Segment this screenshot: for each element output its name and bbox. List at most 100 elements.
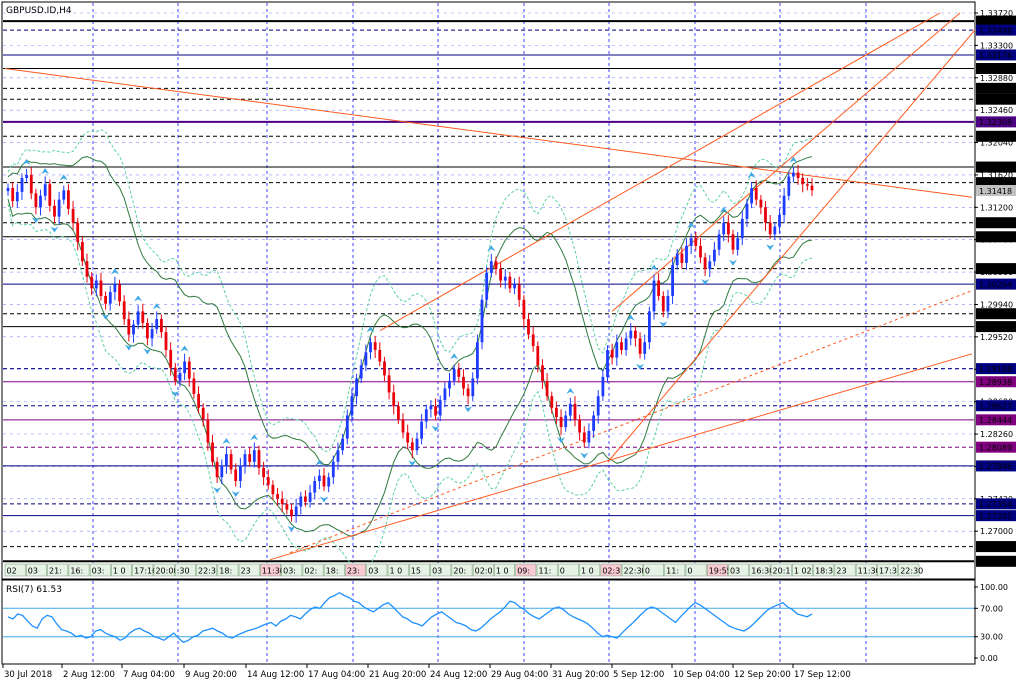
candle-body [160,319,163,333]
rsi-tick-label: 0.00 [980,654,998,663]
candle-body [178,373,182,381]
price-label-box [976,93,1016,105]
candle-body [187,361,191,379]
fractal-up-arrow [59,174,68,181]
price-label-box [976,498,1016,510]
candle-body [234,469,238,482]
price-label-box [976,321,1016,333]
session-label-text: 0 [560,567,565,576]
candle-body [183,361,186,374]
candle-body [448,380,451,389]
price-label-box [976,63,1016,75]
date-tick-label: 5 Sep 12:00 [613,670,664,680]
session-label-text: 22:30 [624,567,647,576]
session-label-box [472,563,494,577]
candle-body [494,261,498,269]
candle-body [564,415,568,428]
fractal-down-arrow [320,496,329,503]
price-label-text: 1.30204 [979,280,1012,289]
candle-body [717,234,721,250]
candle-body [499,269,502,281]
price-label-box [976,363,1016,375]
candle-body [796,172,800,178]
fractal-down-arrow [766,244,775,251]
price-label-text: 1.31000 [979,219,1012,228]
candle-body [578,419,581,433]
candle-body [731,234,735,250]
session-label-box [834,563,856,577]
fractal-up-arrow [566,387,575,394]
candle-body [657,280,660,296]
bollinger-bands [7,128,813,570]
candle-body [327,477,331,487]
fractal-down-arrow [580,452,589,459]
session-label-box [111,563,132,577]
session-label-text: 0 [687,567,692,576]
price-label-box [976,308,1016,320]
candle-body [71,208,75,223]
candle-body [462,376,465,389]
fractal-down-arrow [728,259,737,266]
candle-body [290,509,293,516]
candle-body [471,378,475,397]
fractal-up-arrow [687,222,696,229]
candle-body [801,178,805,185]
channel-upper-2 [611,12,961,312]
candle-body [322,475,326,487]
session-label-text: 18: [219,567,232,576]
candle-body [536,346,540,366]
session-label-text: 23: [347,567,360,576]
fractal-down-arrow [171,390,180,397]
session-label-box [643,563,664,577]
price-tick-label: 1.33720 [980,9,1013,18]
date-tick-label: 12 Sep 20:00 [734,670,791,680]
session-label-box [749,563,771,577]
session-label-box [153,563,175,577]
candle-body [118,284,121,302]
session-label-box [728,563,750,577]
price-label-text: 1.33176 [979,51,1012,60]
fractal-up-arrow [487,245,496,252]
price-tick-label: 1.28260 [980,430,1013,439]
candle-body [545,380,549,397]
candle-body [308,492,312,502]
session-label-box [217,563,239,577]
candle-body [778,215,781,227]
candle-body [443,388,447,401]
horizontal-price-lines [3,20,974,563]
fractal-down-arrow [408,460,417,467]
session-label-box [260,563,281,577]
candle-body [122,301,126,320]
session-label-text: 03 [730,567,740,576]
date-tick-label: 17 Aug 04:00 [308,670,365,680]
fractal-down-arrow [636,363,645,370]
fractal-down-arrow [701,278,710,285]
outer-upper-band [7,128,813,452]
candle-body [420,421,423,439]
session-label-text: 16:30 [751,567,774,576]
price-label-text: 1.28089 [979,443,1012,452]
fractal-up-arrow [41,168,50,175]
candle-body [754,188,758,200]
session-label-box [174,563,196,577]
price-label-text: 1.29108 [979,365,1012,374]
session-label-box [366,563,388,577]
rsi-title: RSI(7) 61.53 [6,585,62,595]
session-label-box [621,563,643,577]
candle-body [601,376,605,397]
price-label-text: 1.31722 [979,163,1012,172]
candle-body [285,504,289,510]
session-label-text: 18: [326,567,339,576]
candle-body [596,396,600,416]
price-pane-frame [1,1,976,580]
date-tick-label: 31 Aug 20:00 [552,670,609,680]
session-label-text: 0 [645,567,650,576]
session-label-text: 1 0 [496,567,509,576]
fractal-down-arrow [464,406,473,413]
session-label-text: 11:30 [262,567,285,576]
candle-body [531,334,535,347]
candle-body [629,330,633,339]
date-tick-label: 29 Aug 04:00 [491,670,548,680]
date-tick-label: 9 Aug 20:00 [185,670,237,680]
